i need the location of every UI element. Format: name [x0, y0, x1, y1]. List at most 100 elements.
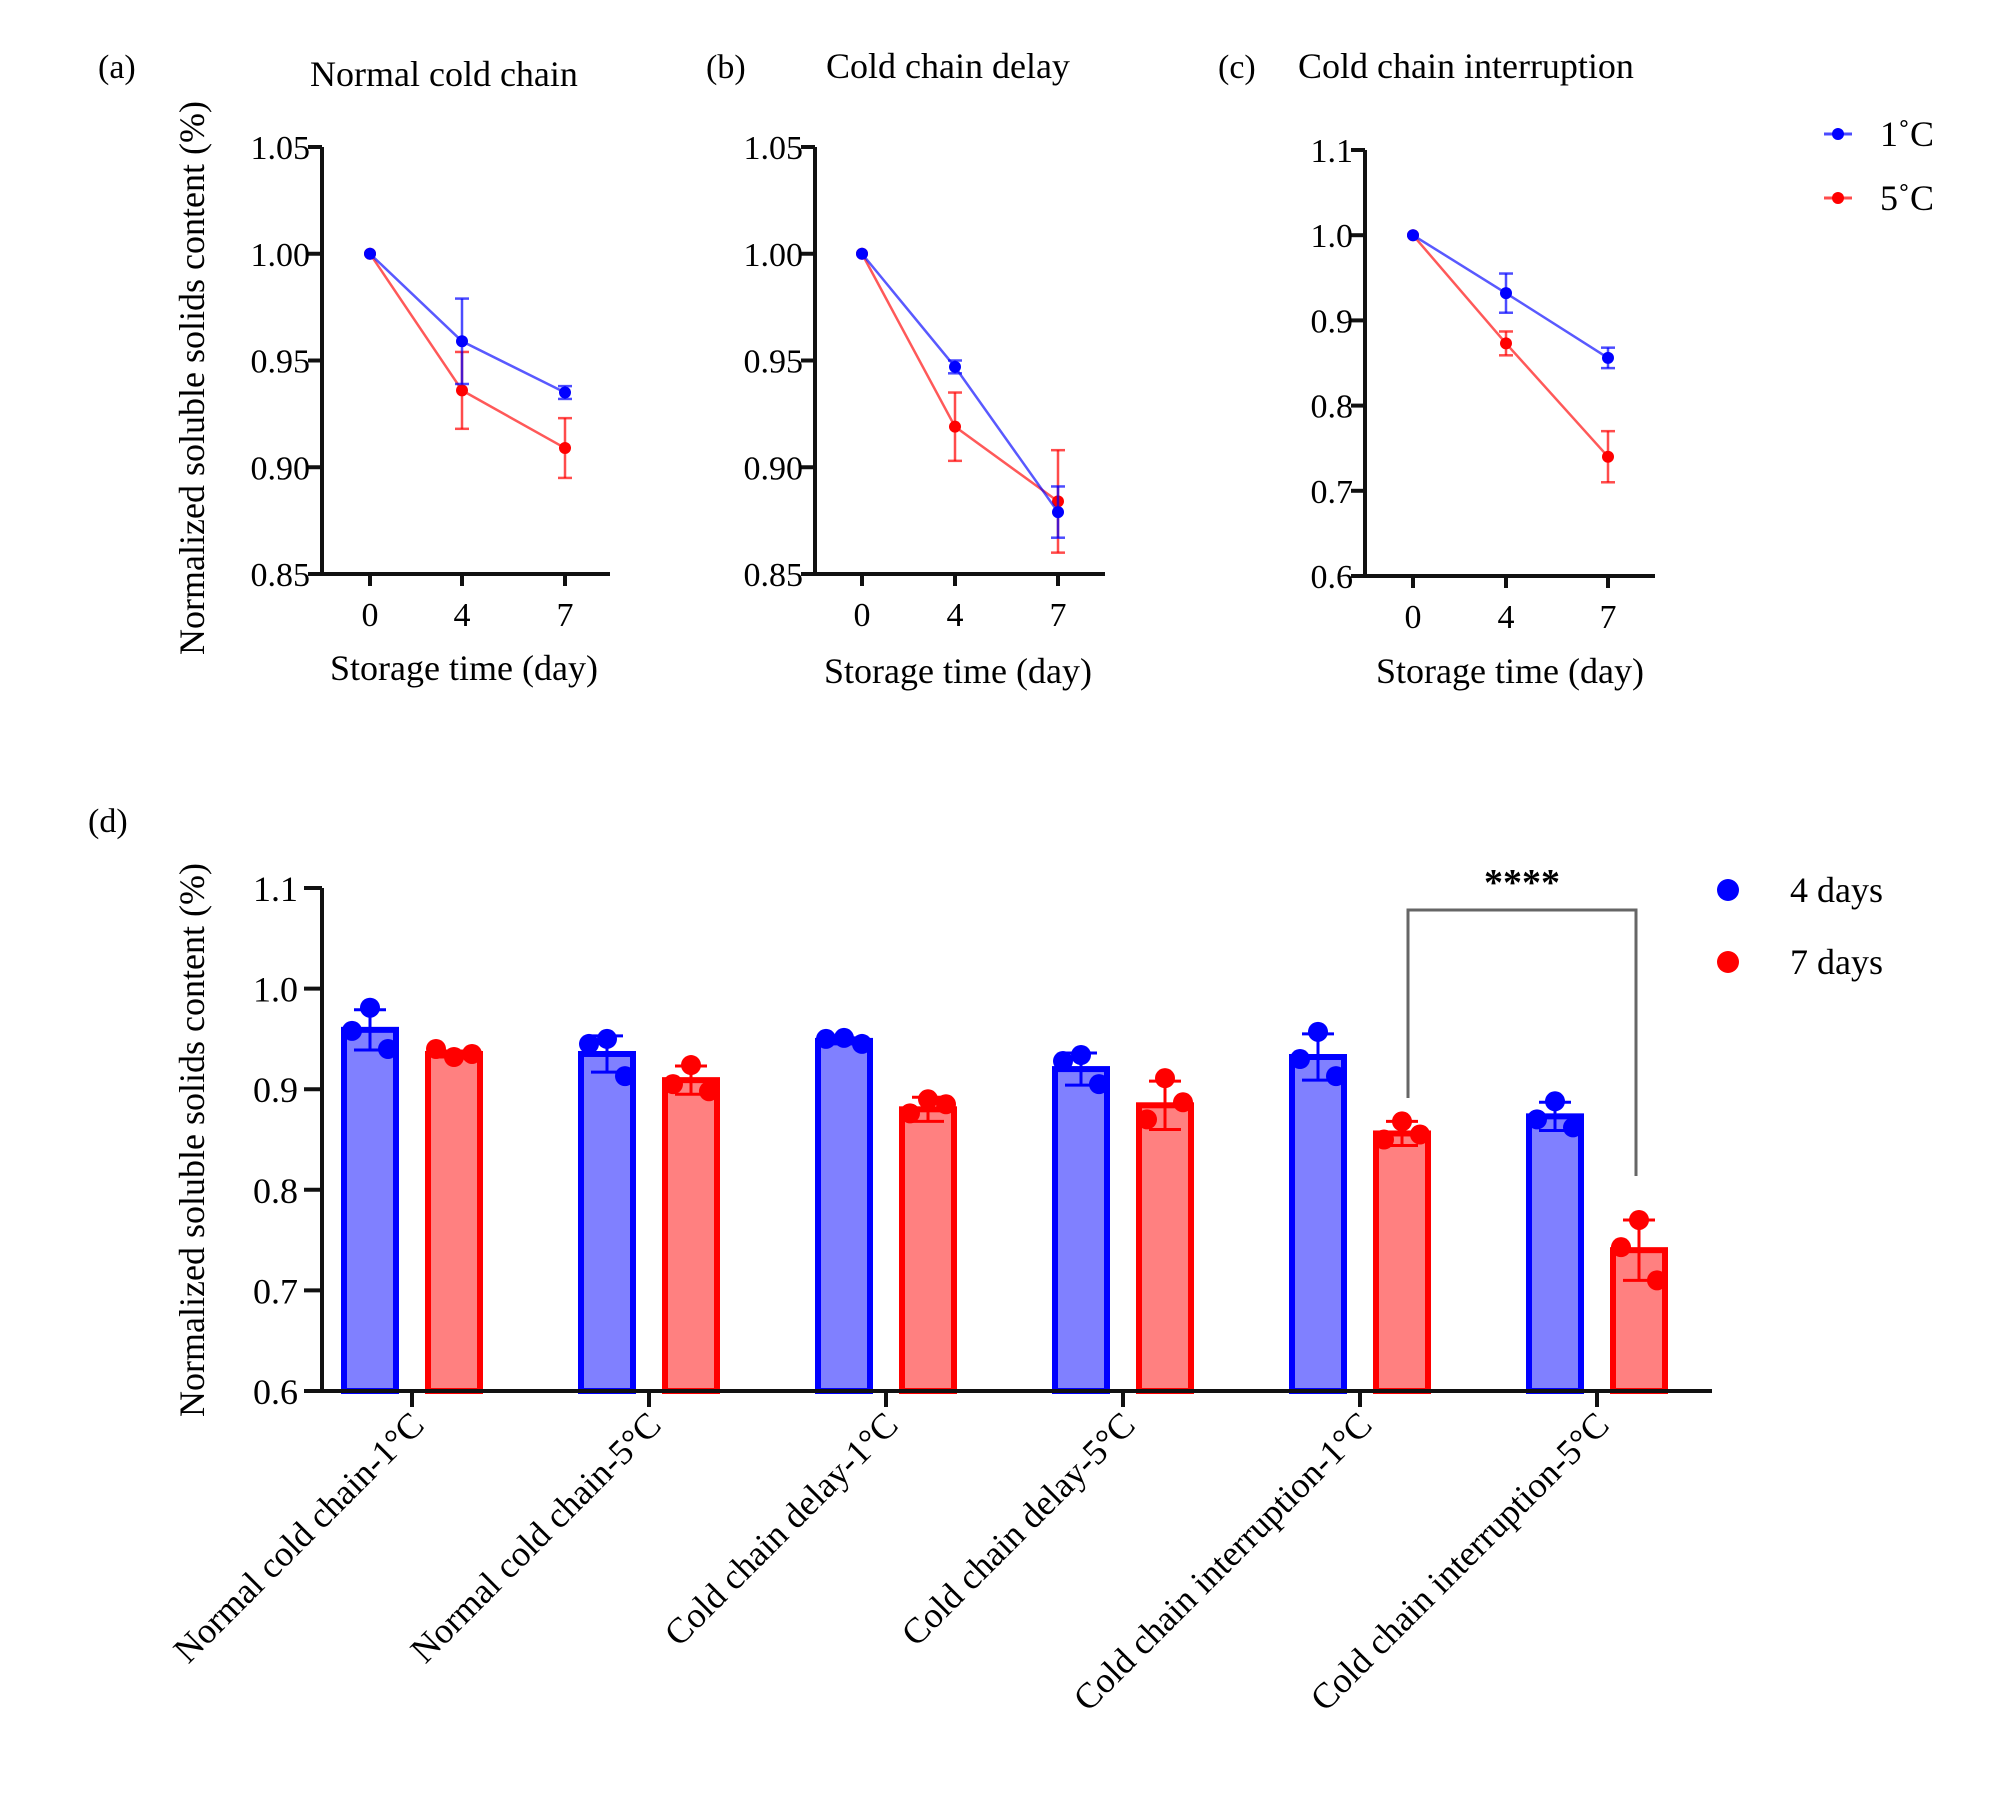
replicate-point [360, 997, 380, 1018]
data-point [949, 420, 961, 433]
series-1c [856, 247, 1065, 539]
data-point [1500, 337, 1512, 350]
y-tick-label: 1.05 [744, 130, 804, 167]
panel-c-xlabel: Storage time (day) [1376, 651, 1644, 691]
panel-label-a: (a) [98, 49, 136, 86]
significance-stars: **** [1484, 862, 1560, 904]
series-5c [1407, 229, 1615, 484]
replicate-point [462, 1043, 482, 1064]
replicate-point [900, 1103, 920, 1124]
series-line [369, 252, 566, 394]
replicate-point [699, 1081, 719, 1102]
bar-panel-d: 0.6 0.7 0.8 0.9 1.0 1.1 Normal cold chain-1°CN… [166, 869, 1712, 1719]
y-tick-label: 0.85 [744, 557, 804, 594]
series-5c [856, 247, 1065, 554]
y-tick-label: 0.85 [251, 557, 311, 594]
y-tick-label: 0.7 [1311, 474, 1354, 511]
bar [425, 1050, 483, 1394]
x-tick-label: 7 [557, 597, 574, 634]
y-tick-label: 0.90 [744, 450, 804, 487]
panel-label-c: (c) [1218, 49, 1256, 86]
replicate-point [1629, 1209, 1649, 1230]
replicate-point [681, 1055, 701, 1076]
x-tick-label: 0 [362, 597, 379, 634]
line-panel-c: 0.6 0.7 0.8 0.9 1.0 1.1 0 4 7 [1311, 133, 1655, 636]
line-panel-b: 0.85 0.90 0.95 1.00 1.05 0 4 7 [744, 130, 1105, 634]
bar [899, 1106, 957, 1394]
replicate-point [1290, 1049, 1310, 1070]
replicate-point [1326, 1066, 1346, 1087]
significance-bracket: **** [1406, 862, 1638, 1176]
replicate-point [1392, 1111, 1412, 1132]
series-1c [1407, 229, 1615, 370]
y-tick-label: 0.8 [253, 1171, 298, 1211]
replicate-point [918, 1089, 938, 1110]
y-tick-label: 0.95 [744, 344, 804, 381]
panel-label-b: (b) [706, 49, 746, 86]
line-legend: 1˚C 5˚C [1824, 114, 1934, 218]
bar [1052, 1066, 1110, 1394]
x-tick-label: 7 [1600, 599, 1617, 636]
legend-7days-marker [1717, 951, 1739, 973]
replicate-point [1173, 1092, 1193, 1113]
replicate-point [1053, 1051, 1073, 1072]
replicate-point [1089, 1074, 1109, 1095]
y-tick-label: 1.05 [251, 130, 311, 167]
x-tick-label: Normal cold chain-1°C [166, 1404, 432, 1670]
replicate-point [834, 1027, 854, 1048]
x-tick-label: 0 [854, 597, 871, 634]
x-tick-label: 0 [1405, 599, 1422, 636]
panel-a-xlabel: Storage time (day) [330, 648, 598, 688]
replicate-point [1410, 1124, 1430, 1145]
replicate-point [426, 1038, 446, 1059]
series-7-days [425, 1038, 1668, 1395]
y-tick-label: 0.6 [253, 1372, 298, 1412]
replicate-point [852, 1033, 872, 1054]
bar [341, 1026, 399, 1394]
y-tick-label: 0.6 [1311, 559, 1354, 596]
data-point [1602, 450, 1614, 463]
data-point [456, 384, 468, 397]
x-tick-label: 4 [454, 597, 471, 634]
replicate-point [597, 1028, 617, 1049]
replicate-point [1563, 1117, 1583, 1138]
x-tick-label: 4 [947, 597, 964, 634]
data-point [856, 247, 868, 260]
replicate-point [1137, 1109, 1157, 1130]
panel-c-title: Cold chain interruption [1298, 46, 1634, 86]
replicate-point [1155, 1068, 1175, 1089]
x-tick-label: 7 [1050, 597, 1067, 634]
legend-1c-marker [1832, 128, 1844, 140]
replicate-point [936, 1094, 956, 1115]
data-point [559, 442, 571, 455]
y-tick-label: 1.0 [253, 970, 298, 1010]
y-tick-label: 0.90 [251, 450, 311, 487]
panel-d-ylabel: Normalized soluble solids content (%) [172, 863, 212, 1417]
y-tick-label: 1.0 [1311, 218, 1354, 255]
bar [1289, 1054, 1347, 1395]
data-point [949, 360, 961, 373]
replicate-point [378, 1038, 398, 1059]
legend-5c-label: 5˚C [1880, 178, 1934, 218]
series-line [861, 252, 1060, 513]
panel-a-ylabel: Normalized soluble solids content (%) [172, 101, 212, 655]
replicate-point [342, 1020, 362, 1041]
replicate-point [615, 1066, 635, 1087]
y-tick-label: 0.7 [253, 1271, 298, 1311]
line-panel-a: 0.85 0.90 0.95 1.00 1.05 0 4 7 [251, 130, 610, 634]
replicate-point [1374, 1129, 1394, 1150]
bar [1373, 1130, 1431, 1394]
legend-7days-label: 7 days [1790, 942, 1883, 982]
y-tick-label: 0.9 [253, 1070, 298, 1110]
y-tick-label: 0.8 [1311, 389, 1354, 426]
data-point [1500, 287, 1512, 300]
replicate-point [1527, 1109, 1547, 1130]
data-point [364, 247, 376, 260]
replicate-point [444, 1047, 464, 1068]
bar [1136, 1102, 1194, 1395]
x-tick-label: Cold chain delay-5°C [894, 1404, 1143, 1653]
legend-4days-marker [1717, 879, 1739, 901]
legend-5c-marker [1832, 192, 1844, 204]
y-tick-label: 1.00 [251, 237, 311, 274]
